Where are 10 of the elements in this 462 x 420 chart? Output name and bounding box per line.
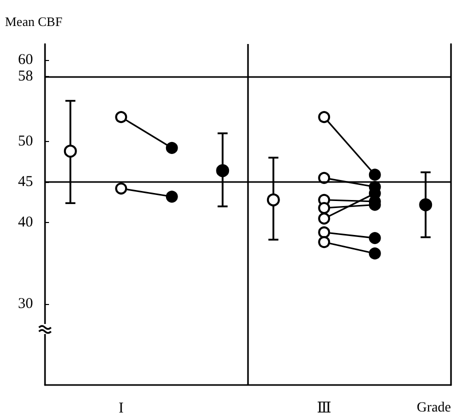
x-tick-label: I — [118, 400, 124, 416]
y-tick-label: 30 — [18, 296, 33, 312]
y-tick-label: 45 — [18, 174, 33, 190]
y-tick-label: 50 — [18, 133, 33, 150]
y-tick-label: 40 — [18, 214, 33, 231]
x-axis-title: Grade — [416, 400, 451, 416]
y-tick-label: 60 — [18, 52, 33, 68]
y-axis-title: Mean CBF — [5, 14, 62, 29]
y-tick-label: 58 — [18, 68, 33, 84]
x-tick-label: Ⅲ — [316, 400, 332, 416]
